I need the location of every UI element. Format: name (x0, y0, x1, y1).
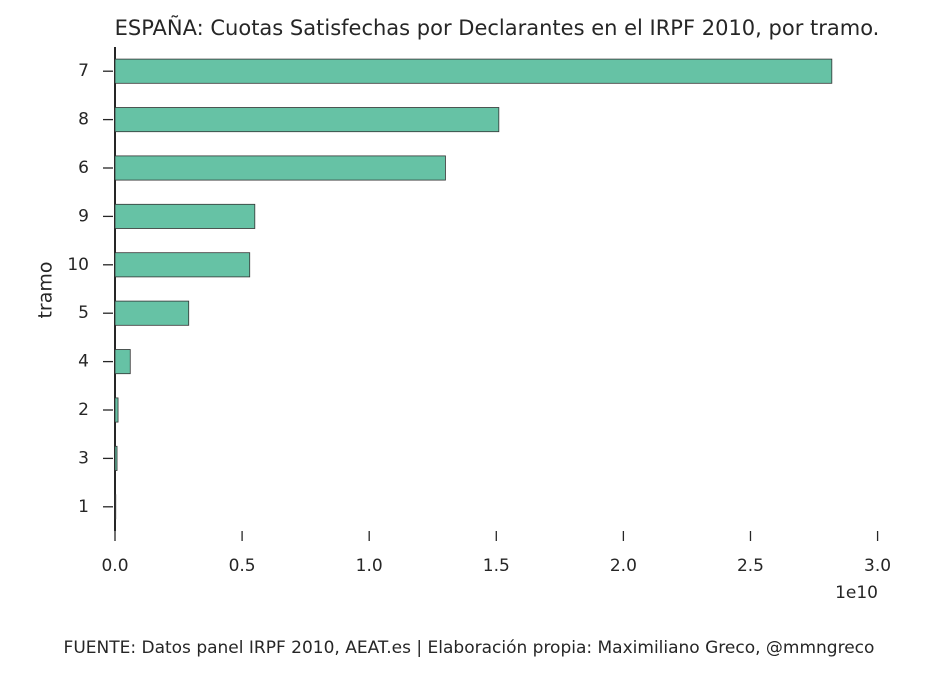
y-tick-label: 5 (78, 303, 89, 323)
x-tick-label: 0.5 (229, 556, 256, 576)
y-tick-label: 2 (78, 400, 89, 420)
x-tick-label: 1.0 (356, 556, 383, 576)
x-offset-label: 1e10 (835, 583, 878, 603)
y-tick-label: 10 (67, 255, 89, 275)
x-tick-label: 1.5 (483, 556, 510, 576)
bar (114, 445, 118, 471)
bar (114, 252, 251, 278)
y-tick-label: 6 (78, 158, 89, 178)
y-tick-label: 7 (78, 61, 89, 81)
y-tick-label: 1 (78, 497, 89, 517)
source-note: FUENTE: Datos panel IRPF 2010, AEAT.es |… (64, 638, 875, 658)
bar (114, 155, 446, 181)
y-tick-label: 9 (78, 206, 89, 226)
x-tick-label: 2.5 (737, 556, 764, 576)
x-tick-label: 3.0 (864, 556, 891, 576)
x-tick-label: 0.0 (101, 556, 128, 576)
bar (114, 494, 117, 520)
bar (114, 349, 131, 375)
chart-title: ESPAÑA: Cuotas Satisfechas por Declarant… (115, 14, 880, 40)
bar (114, 58, 833, 84)
bar (114, 397, 119, 423)
y-axis-label: tramo (35, 261, 57, 318)
bar (114, 300, 190, 326)
bar (114, 107, 500, 133)
y-tick-label: 4 (78, 352, 89, 372)
bar (114, 203, 256, 229)
y-tick-label: 8 (78, 110, 89, 130)
x-tick-label: 2.0 (610, 556, 637, 576)
y-tick-label: 3 (78, 448, 89, 468)
